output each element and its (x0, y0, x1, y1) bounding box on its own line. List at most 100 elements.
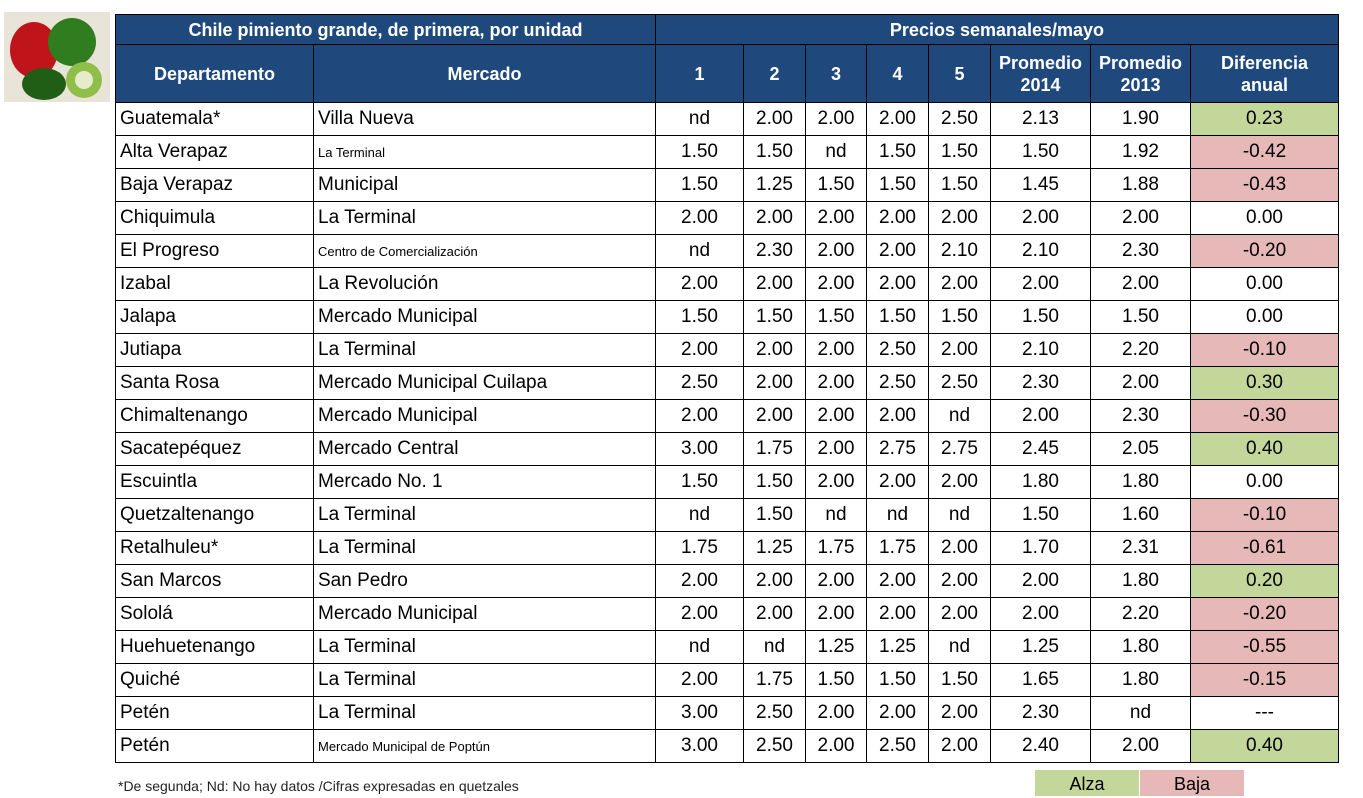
cell: 2.10 (929, 235, 991, 268)
cell: 1.50 (744, 499, 806, 532)
cell: 2.50 (867, 367, 929, 400)
cell: 2.00 (806, 268, 867, 301)
column-header: 1 (656, 45, 744, 103)
column-header: 2 (744, 45, 806, 103)
price-table: Chile pimiento grande, de primera, por u… (115, 14, 1339, 763)
cell: -0.61 (1191, 532, 1339, 565)
cell: 2.00 (867, 103, 929, 136)
cell: 2.00 (744, 598, 806, 631)
cell: 1.50 (656, 136, 744, 169)
cell: 1.50 (1091, 301, 1191, 334)
cell: 1.75 (744, 433, 806, 466)
cell: Mercado Central (314, 433, 656, 466)
cell: 2.00 (744, 202, 806, 235)
cell: Guatemala* (116, 103, 314, 136)
cell: Chiquimula (116, 202, 314, 235)
cell: 2.50 (867, 334, 929, 367)
cell: -0.15 (1191, 664, 1339, 697)
cell: -0.10 (1191, 499, 1339, 532)
cell: Mercado Municipal Cuilapa (314, 367, 656, 400)
cell: Municipal (314, 169, 656, 202)
cell: La Terminal (314, 697, 656, 730)
cell: 2.30 (744, 235, 806, 268)
cell: 0.00 (1191, 268, 1339, 301)
cell: Mercado Municipal (314, 301, 656, 334)
cell: nd (656, 499, 744, 532)
legend-up: Alza (1035, 770, 1139, 796)
cell: 1.50 (744, 136, 806, 169)
cell: 1.75 (656, 532, 744, 565)
cell: nd (929, 631, 991, 664)
cell: 2.00 (656, 664, 744, 697)
cell: 2.00 (744, 268, 806, 301)
cell: 2.10 (991, 235, 1091, 268)
cell: 1.80 (1091, 631, 1191, 664)
cell: 2.00 (656, 400, 744, 433)
cell: 2.00 (867, 235, 929, 268)
pepper-image (4, 12, 110, 102)
cell: 2.40 (991, 730, 1091, 763)
cell: 3.00 (656, 433, 744, 466)
cell: 2.05 (1091, 433, 1191, 466)
cell: Mercado Municipal (314, 400, 656, 433)
cell: 1.50 (929, 664, 991, 697)
cell: 2.00 (991, 268, 1091, 301)
cell: 3.00 (656, 697, 744, 730)
cell: 1.25 (744, 532, 806, 565)
cell: 2.00 (867, 697, 929, 730)
cell: 1.50 (806, 664, 867, 697)
cell: 0.00 (1191, 301, 1339, 334)
cell: Mercado Municipal (314, 598, 656, 631)
cell: Mercado No. 1 (314, 466, 656, 499)
cell: nd (744, 631, 806, 664)
cell: 1.75 (806, 532, 867, 565)
cell: 0.00 (1191, 202, 1339, 235)
cell: 1.50 (929, 169, 991, 202)
cell: 1.65 (991, 664, 1091, 697)
cell: 2.50 (929, 103, 991, 136)
cell: Huehuetenango (116, 631, 314, 664)
cell: Baja Verapaz (116, 169, 314, 202)
cell: 2.00 (929, 334, 991, 367)
cell: Escuintla (116, 466, 314, 499)
cell: 1.80 (1091, 565, 1191, 598)
cell: 2.00 (929, 730, 991, 763)
cell: 2.00 (806, 565, 867, 598)
cell: 2.00 (656, 334, 744, 367)
cell: 2.00 (806, 334, 867, 367)
cell: -0.43 (1191, 169, 1339, 202)
cell: 2.00 (1091, 202, 1191, 235)
column-header: 4 (867, 45, 929, 103)
cell: La Terminal (314, 631, 656, 664)
cell: 2.00 (929, 565, 991, 598)
cell: 2.00 (1091, 367, 1191, 400)
cell: Centro de Comercialización (314, 235, 656, 268)
cell: 2.50 (867, 730, 929, 763)
cell: 2.00 (929, 598, 991, 631)
cell: 2.00 (744, 400, 806, 433)
cell: 2.00 (1091, 268, 1191, 301)
cell: Mercado Municipal de Poptún (314, 730, 656, 763)
cell: 2.20 (1091, 334, 1191, 367)
cell: 1.50 (991, 301, 1091, 334)
cell: Santa Rosa (116, 367, 314, 400)
cell: 2.00 (867, 565, 929, 598)
cell: 1.50 (929, 136, 991, 169)
cell: 2.00 (867, 598, 929, 631)
cell: Izabal (116, 268, 314, 301)
cell: 1.50 (867, 664, 929, 697)
cell: 1.25 (806, 631, 867, 664)
cell: -0.55 (1191, 631, 1339, 664)
